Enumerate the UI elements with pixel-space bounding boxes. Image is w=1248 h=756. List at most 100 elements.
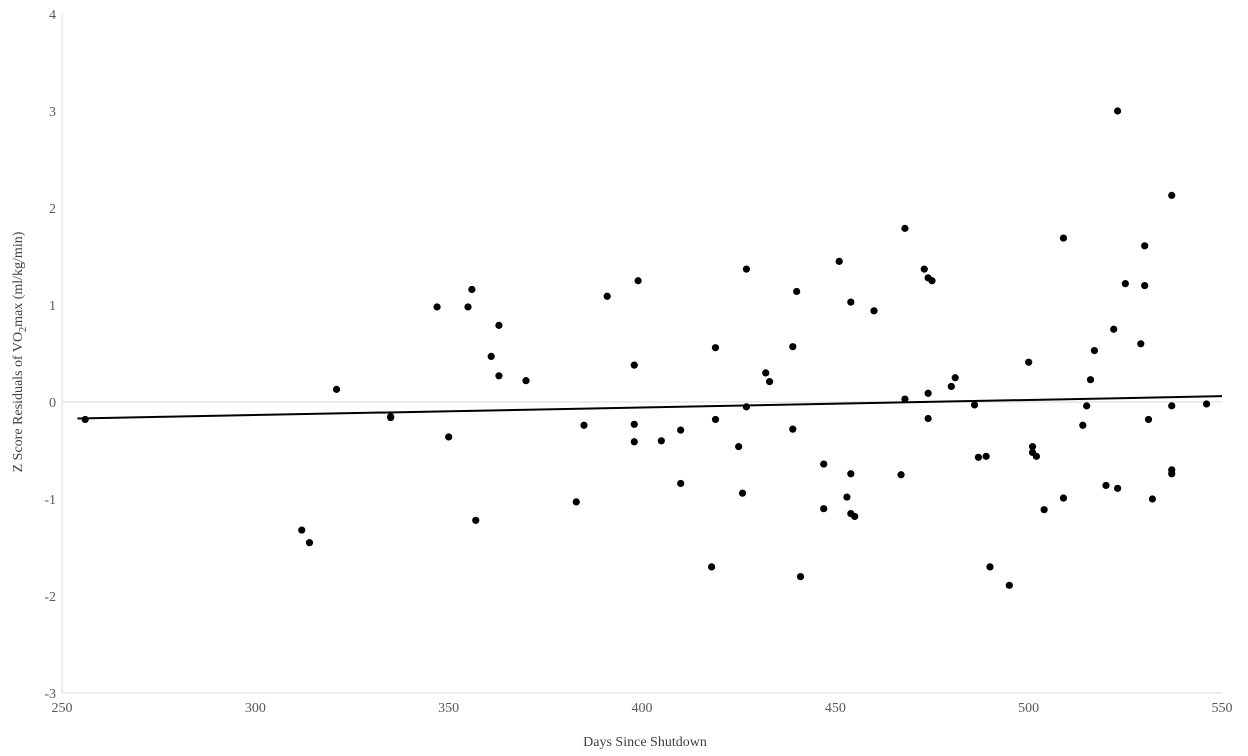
data-point bbox=[445, 433, 453, 441]
data-point bbox=[897, 471, 905, 479]
data-point bbox=[742, 265, 751, 273]
data-point bbox=[789, 343, 797, 351]
y-tick-label: 1 bbox=[49, 299, 56, 314]
data-point bbox=[522, 377, 530, 385]
data-point bbox=[657, 437, 665, 445]
y-tick-label: -1 bbox=[44, 493, 56, 508]
data-point bbox=[870, 307, 878, 315]
data-point bbox=[742, 403, 751, 411]
x-axis-label: Days Since Shutdown bbox=[583, 735, 707, 750]
data-point bbox=[580, 421, 588, 429]
data-point bbox=[468, 285, 476, 294]
data-point bbox=[1083, 402, 1091, 410]
data-point bbox=[711, 344, 720, 352]
data-point bbox=[1086, 376, 1095, 384]
y-axis-label: Z Score Residuals of VO2max (ml/kg/min) bbox=[11, 231, 29, 472]
data-point bbox=[924, 414, 932, 423]
data-point bbox=[677, 426, 685, 434]
data-point bbox=[472, 516, 480, 524]
y-tick-label: 0 bbox=[49, 396, 56, 411]
data-point bbox=[708, 563, 716, 571]
data-point bbox=[1202, 400, 1211, 408]
data-point bbox=[820, 505, 828, 513]
y-tick-label: -3 bbox=[44, 687, 56, 702]
data-point bbox=[1121, 280, 1129, 288]
data-point bbox=[1141, 282, 1149, 290]
data-point bbox=[1028, 443, 1037, 451]
axes bbox=[61, 14, 1222, 694]
data-point bbox=[387, 413, 395, 422]
data-point bbox=[1090, 346, 1098, 355]
x-tick-label: 500 bbox=[1018, 701, 1039, 716]
data-point bbox=[433, 303, 441, 311]
data-point bbox=[464, 303, 472, 311]
data-point bbox=[835, 257, 843, 265]
data-point bbox=[970, 401, 979, 409]
x-tick-label: 400 bbox=[632, 701, 653, 716]
data-point bbox=[634, 277, 642, 285]
x-tick-label: 550 bbox=[1212, 701, 1233, 716]
x-tick-label: 450 bbox=[825, 701, 846, 716]
data-point bbox=[677, 479, 685, 488]
data-point bbox=[603, 292, 611, 300]
data-point bbox=[1110, 325, 1118, 333]
data-point bbox=[495, 372, 503, 380]
data-point bbox=[820, 460, 828, 468]
data-point bbox=[766, 378, 774, 386]
data-point bbox=[1005, 581, 1013, 589]
data-point bbox=[711, 415, 720, 424]
data-point bbox=[789, 425, 797, 433]
data-point bbox=[986, 563, 994, 571]
data-point bbox=[924, 389, 932, 397]
data-point bbox=[332, 385, 341, 393]
data-point bbox=[947, 382, 955, 391]
data-point bbox=[305, 539, 314, 547]
data-point bbox=[81, 415, 89, 424]
data-point bbox=[901, 224, 909, 232]
x-tick-label: 250 bbox=[52, 701, 73, 716]
data-point bbox=[630, 361, 638, 369]
data-point bbox=[762, 369, 770, 377]
y-axis-label-part1: Z Score Residuals of VO bbox=[11, 332, 26, 473]
data-point bbox=[928, 277, 936, 285]
data-point bbox=[847, 298, 855, 306]
data-point bbox=[1102, 481, 1110, 490]
y-tick-label: 3 bbox=[49, 105, 56, 120]
data-point bbox=[1168, 191, 1176, 199]
data-point bbox=[495, 321, 503, 329]
data-point bbox=[630, 438, 638, 446]
data-point bbox=[1079, 421, 1087, 429]
data-point bbox=[1059, 494, 1068, 502]
data-point bbox=[1141, 242, 1149, 250]
x-tick-label: 350 bbox=[438, 701, 459, 716]
data-point bbox=[793, 287, 801, 296]
data-point bbox=[1168, 402, 1176, 410]
data-point bbox=[738, 489, 747, 497]
tick-labels-layer: 250 300 350 400 450 500 550 -3 -2 -1 0 1 2 3 4 bbox=[44, 8, 1232, 716]
data-point bbox=[982, 452, 990, 460]
trendline bbox=[77, 395, 1223, 420]
data-points-layer bbox=[81, 107, 1211, 589]
y-axis-label-part2: max (ml/kg/min) bbox=[11, 231, 26, 327]
trendline-layer bbox=[77, 395, 1223, 420]
data-point bbox=[796, 573, 805, 581]
data-point bbox=[1032, 452, 1040, 460]
data-point bbox=[1137, 340, 1145, 348]
data-point bbox=[951, 374, 959, 382]
data-point bbox=[974, 453, 983, 461]
data-point bbox=[1114, 484, 1122, 492]
data-point bbox=[1025, 358, 1033, 366]
y-tick-label: 4 bbox=[49, 8, 56, 23]
x-tick-label: 300 bbox=[245, 701, 266, 716]
data-point bbox=[1144, 415, 1153, 424]
y-axis-label-subscript: 2 bbox=[18, 327, 29, 332]
data-point bbox=[572, 498, 580, 506]
data-point bbox=[851, 512, 859, 521]
data-point bbox=[1168, 470, 1176, 478]
data-point bbox=[487, 352, 495, 361]
data-point bbox=[1040, 506, 1048, 514]
data-point bbox=[1148, 495, 1156, 503]
data-point bbox=[920, 265, 928, 273]
data-point bbox=[901, 395, 909, 403]
